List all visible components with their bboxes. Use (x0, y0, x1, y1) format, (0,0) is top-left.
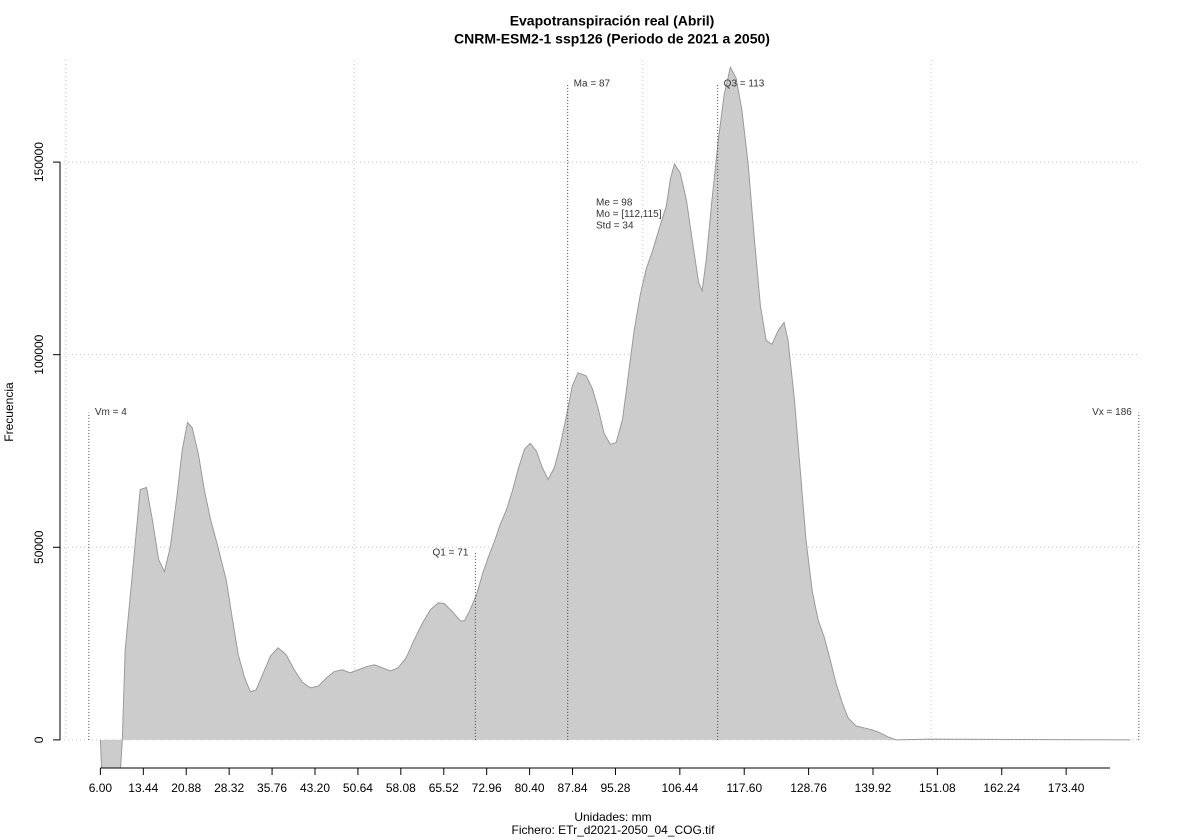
x-tick-label: 162.24 (983, 781, 1020, 795)
density-line (99, 65, 1131, 769)
y-tick-label: 0 (32, 736, 46, 743)
x-tick-label: 151.08 (919, 781, 956, 795)
y-tick-label: 100000 (32, 334, 46, 374)
x-axis-label-2: Fichero: ETr_d2021-2050_04_COG.tif (512, 823, 716, 837)
x-tick-label: 139.92 (855, 781, 892, 795)
annotation-label: Vx = 186 (1092, 407, 1132, 418)
x-tick-label: 43.20 (300, 781, 330, 795)
annotation-label: Vm = 4 (95, 407, 127, 418)
x-tick-label: 173.40 (1048, 781, 1085, 795)
annotation-label: Ma = 87 (574, 79, 611, 90)
x-tick-label: 28.32 (214, 781, 244, 795)
density-area (100, 67, 1131, 768)
x-axis-label: Unidades: mm (574, 810, 651, 824)
x-tick-label: 58.08 (386, 781, 416, 795)
x-tick-label: 80.40 (515, 781, 545, 795)
chart-subtitle: CNRM-ESM2-1 ssp126 (Periodo de 2021 a 20… (454, 31, 770, 47)
x-tick-label: 87.84 (558, 781, 588, 795)
x-tick-label: 6.00 (89, 781, 113, 795)
stat-label: Mo = [112,115] (596, 209, 662, 220)
annotation-label: Q3 = 113 (724, 79, 765, 90)
x-tick-label: 128.76 (790, 781, 827, 795)
y-tick-label: 150000 (32, 142, 46, 182)
x-tick-label: 65.52 (429, 781, 459, 795)
y-axis-label: Frecuencia (2, 382, 16, 442)
x-tick-label: 106.44 (661, 781, 698, 795)
annotation-label: Q1 = 71 (433, 547, 469, 558)
stat-label: Me = 98 (596, 198, 633, 209)
x-tick-label: 50.64 (343, 781, 373, 795)
x-tick-label: 117.60 (726, 781, 762, 795)
stat-label: Std = 34 (596, 221, 634, 232)
x-tick-label: 35.76 (257, 781, 287, 795)
y-tick-label: 50000 (32, 530, 46, 564)
chart-title: Evapotranspiración real (Abril) (510, 13, 715, 29)
x-tick-label: 95.28 (600, 781, 630, 795)
x-tick-label: 13.44 (128, 781, 158, 795)
x-tick-label: 20.88 (171, 781, 201, 795)
x-tick-label: 72.96 (472, 781, 502, 795)
